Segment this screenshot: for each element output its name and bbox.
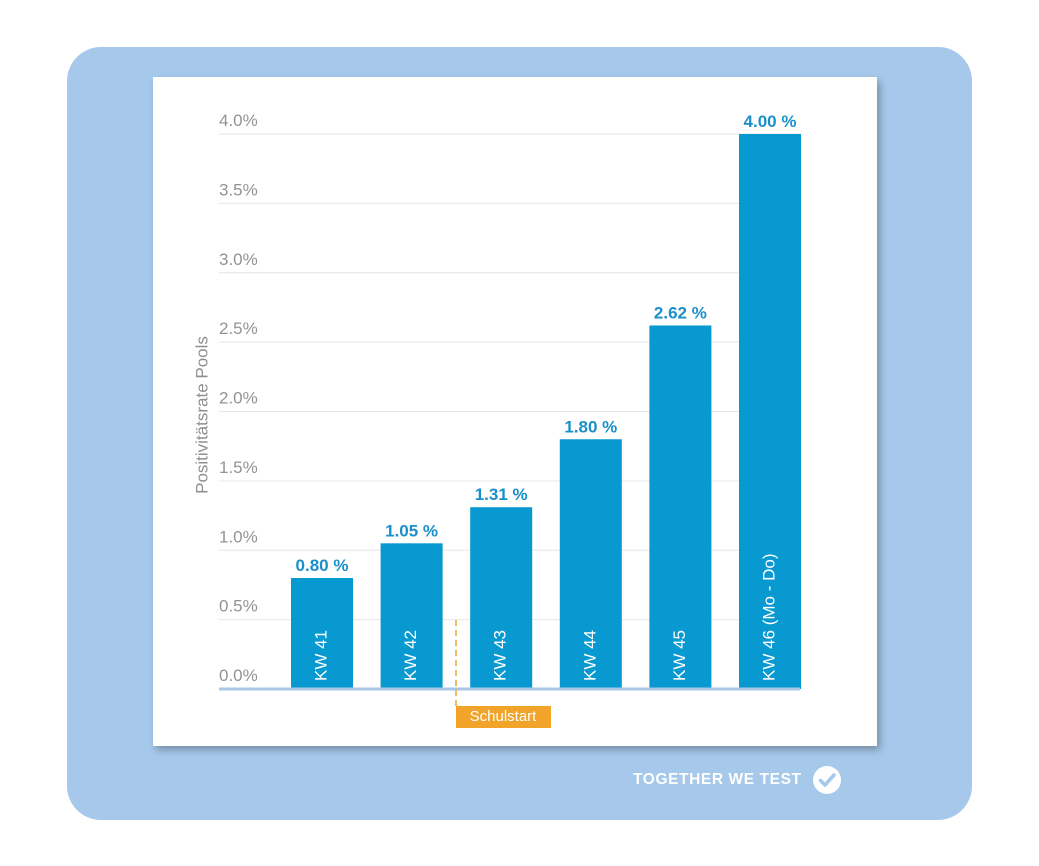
- bar-category-label: KW 43: [491, 630, 510, 681]
- bar-value-label: 1.05 %: [385, 521, 438, 540]
- bar: [649, 325, 712, 689]
- brand-text: TOGETHER WE TEST: [633, 771, 802, 788]
- schulstart-label-box: [456, 706, 551, 728]
- y-tick-label: 0.0%: [219, 666, 258, 685]
- y-axis-ticks: 0.0% 0.5% 1.0% 1.5% 2.0% 2.5% 3.0% 3.5% 4.0%: [219, 111, 258, 685]
- y-tick-label: 1.0%: [219, 527, 258, 546]
- y-tick-label: 3.5%: [219, 180, 258, 199]
- bar-value-label: 2.62 %: [654, 303, 707, 322]
- y-tick-label: 1.5%: [219, 458, 258, 477]
- bar-category-label: KW 46 (Mo - Do): [759, 553, 778, 681]
- y-tick-label: 4.0%: [219, 111, 258, 130]
- bar-category-label: KW 42: [401, 630, 420, 681]
- bar: [291, 578, 353, 689]
- bar-category-label: KW 41: [311, 630, 330, 681]
- bar-value-label: 4.00 %: [744, 112, 797, 131]
- y-tick-label: 3.0%: [219, 250, 258, 269]
- bar: [739, 134, 801, 689]
- bar-category-label: KW 44: [580, 630, 599, 681]
- y-axis-label: Positivitätsrate Pools: [192, 336, 211, 494]
- y-tick-label: 0.5%: [219, 597, 258, 616]
- bar-value-label: 0.80 %: [296, 556, 349, 575]
- bar: [380, 543, 443, 689]
- schulstart-label: Schulstart: [470, 708, 538, 725]
- brand-footer: TOGETHER WE TEST: [633, 764, 842, 796]
- bar-category-label: KW 45: [670, 630, 689, 681]
- y-tick-label: 2.0%: [219, 389, 258, 408]
- bar: [559, 439, 622, 689]
- bars: 0.80 % KW 41 1.05 % KW 42 1.31 % KW 43 1.80 % K…: [291, 112, 801, 689]
- bar: [470, 507, 533, 689]
- schulstart-annotation: Schulstart: [455, 620, 551, 728]
- y-tick-label: 2.5%: [219, 319, 258, 338]
- bar-value-label: 1.31 %: [475, 485, 528, 504]
- bar-value-label: 1.80 %: [564, 417, 617, 436]
- check-circle-icon: [812, 766, 841, 794]
